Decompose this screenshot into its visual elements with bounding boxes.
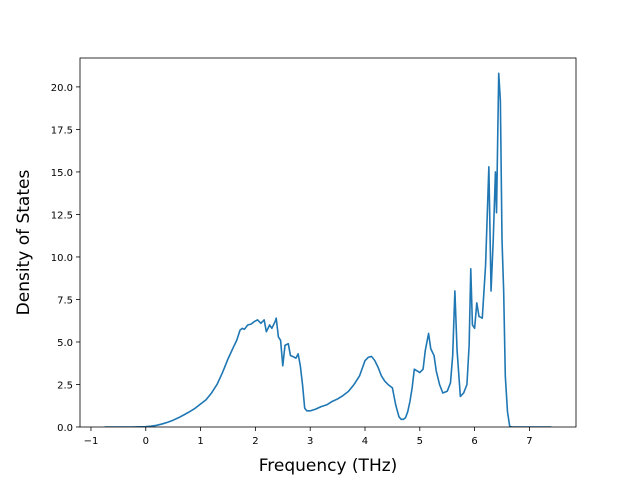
y-tick-label: 20.0 <box>51 83 73 94</box>
y-tick-label: 10.0 <box>51 253 73 264</box>
y-tick-label: 15.0 <box>51 168 73 179</box>
y-tick-label: 17.5 <box>51 125 73 136</box>
y-tick-label: 12.5 <box>51 210 73 221</box>
y-axis-ticks: 0.0 2.5 5.0 7.5 10.0 12.5 15.0 17.5 20.0 <box>51 83 80 434</box>
y-tick-label: 5.0 <box>57 338 73 349</box>
y-tick-label: 2.5 <box>57 380 73 391</box>
x-tick-label: 3 <box>307 436 313 447</box>
y-tick-label: 7.5 <box>57 295 73 306</box>
x-tick-label: 6 <box>471 436 477 447</box>
x-tick-label: −1 <box>84 436 99 447</box>
x-axis-label: Frequency (THz) <box>259 456 398 476</box>
series-layer <box>104 72 552 427</box>
x-tick-label: 7 <box>526 436 532 447</box>
x-tick-label: 5 <box>417 436 423 447</box>
x-tick-label: 1 <box>197 436 203 447</box>
axes-frame <box>79 57 577 428</box>
x-tick-label: 4 <box>362 436 368 447</box>
dos-series-line <box>104 72 552 427</box>
y-axis-label: Density of States <box>14 170 34 316</box>
x-axis-ticks: −1 0 1 2 3 4 5 6 7 <box>84 427 533 447</box>
y-tick-label: 0.0 <box>57 423 73 434</box>
x-tick-label: 0 <box>143 436 149 447</box>
x-tick-label: 2 <box>252 436 258 447</box>
